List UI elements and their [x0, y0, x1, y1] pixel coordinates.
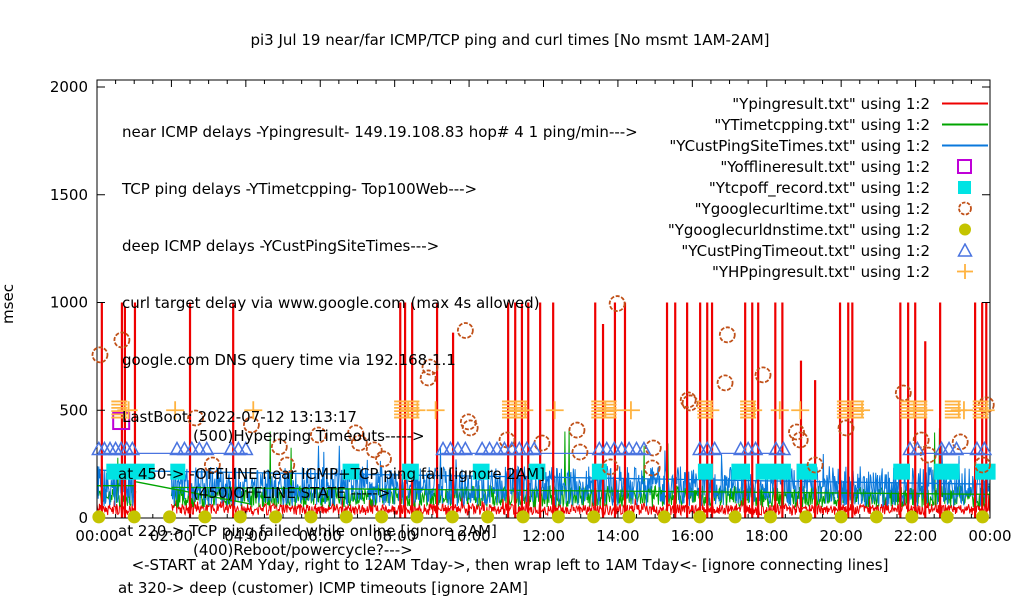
legend-marker-red-line-icon — [942, 102, 988, 105]
plot-annotations-levels: (500)Hyperping Timeouts-----> (450)OFFLI… — [193, 389, 425, 600]
legend-marker-blue-line-icon — [942, 144, 988, 147]
annotation-line: TCP ping delays -YTimetcpping- Top100Web… — [122, 180, 478, 198]
chart-title: pi3 Jul 19 near/far ICMP/TCP ping and cu… — [250, 31, 770, 49]
svg-text:08:00: 08:00 — [373, 527, 416, 545]
svg-text:12:00: 12:00 — [522, 527, 565, 545]
annotation-line: (400)Reboot/powercycle?---> — [193, 541, 413, 559]
legend-marker-plus-icon — [957, 264, 973, 279]
legend-label: "YCustPingSiteTimes.txt" using 1:2 — [669, 136, 930, 155]
svg-text:04:00: 04:00 — [224, 527, 267, 545]
annotation-line: (500)Hyperping Timeouts-----> — [193, 427, 425, 445]
svg-text:500: 500 — [59, 401, 88, 419]
plot-annotations-left: near ICMP delays -Ypingresult- 149.19.10… — [112, 85, 638, 600]
x-axis-caption: <-START at 2AM Yday, right to 12AM Tday-… — [131, 556, 889, 574]
annotation-line: deep ICMP delays -YCustPingSiteTimes---> — [122, 237, 440, 255]
legend-marker-filled-square-icon — [958, 181, 971, 194]
legend-label: "Ygooglecurldnstime.txt" using 1:2 — [667, 220, 930, 239]
svg-text:00:00: 00:00 — [75, 527, 118, 545]
legend-label: "Ygooglecurltime.txt" using 1:2 — [694, 199, 930, 218]
legend-marker-open-circle-icon — [958, 201, 972, 216]
svg-text:16:00: 16:00 — [671, 527, 714, 545]
annotation-line: at 320-> deep (customer) ICMP timeouts [… — [118, 579, 528, 597]
svg-text:1500: 1500 — [50, 186, 88, 204]
legend-label: "Ypingresult.txt" using 1:2 — [732, 94, 930, 113]
legend-item: "Ygooglecurldnstime.txt" using 1:2 — [668, 219, 990, 240]
annotation-line: google.com DNS query time via 192.168.1.… — [122, 351, 456, 369]
annotation-line: LastBoot: 2022-07-12 13:13:17 — [122, 408, 357, 426]
y-axis-label: msec — [0, 284, 17, 324]
legend-marker-open-square-icon — [957, 159, 972, 174]
legend-item: "YTimetcpping.txt" using 1:2 — [668, 114, 990, 135]
legend-item: "Ypingresult.txt" using 1:2 — [668, 93, 990, 114]
svg-text:2000: 2000 — [50, 78, 88, 96]
svg-text:00:00: 00:00 — [968, 527, 1011, 545]
svg-text:20:00: 20:00 — [820, 527, 863, 545]
legend-label: "YTimetcpping.txt" using 1:2 — [714, 115, 930, 134]
legend-label: "YCustPingTimeout.txt" using 1:2 — [681, 241, 930, 260]
legend-item: "Yofflineresult.txt" using 1:2 — [668, 156, 990, 177]
legend-item: "Ytcpoff_record.txt" using 1:2 — [668, 177, 990, 198]
svg-text:22:00: 22:00 — [894, 527, 937, 545]
legend-item: "Ygooglecurltime.txt" using 1:2 — [668, 198, 990, 219]
legend-label: "Ytcpoff_record.txt" using 1:2 — [708, 178, 930, 197]
annotation-line: (450)OFFLINE STATE -----> — [193, 484, 391, 502]
svg-text:10:00: 10:00 — [447, 527, 490, 545]
svg-text:1000: 1000 — [50, 294, 88, 312]
legend: "Ypingresult.txt" using 1:2 "YTimetcppin… — [668, 93, 990, 282]
legend-marker-open-triangle-icon — [957, 243, 973, 257]
legend-marker-filled-circle-icon — [959, 223, 971, 236]
annotation-line: near ICMP delays -Ypingresult- 149.19.10… — [122, 123, 638, 141]
annotation-line: curl target delay via www.google.com (ma… — [122, 294, 540, 312]
legend-item: "YCustPingSiteTimes.txt" using 1:2 — [668, 135, 990, 156]
svg-text:02:00: 02:00 — [150, 527, 193, 545]
annotation-line: at 220-> TCP ping failed while online [i… — [118, 522, 497, 540]
svg-text:06:00: 06:00 — [299, 527, 342, 545]
legend-label: "Yofflineresult.txt" using 1:2 — [720, 157, 930, 176]
annotation-line: at 450-> -OFFLINE near ICMP+TCP ping fai… — [118, 465, 545, 483]
svg-text:0: 0 — [78, 509, 88, 527]
legend-item: "YHPpingresult.txt" using 1:2 — [668, 261, 990, 282]
annotation-line: (320)Deep ICMP Timeouts ---> — [193, 598, 425, 600]
legend-label: "YHPpingresult.txt" using 1:2 — [711, 262, 930, 281]
svg-text:18:00: 18:00 — [745, 527, 788, 545]
legend-marker-green-line-icon — [942, 123, 988, 126]
svg-text:14:00: 14:00 — [596, 527, 639, 545]
legend-item: "YCustPingTimeout.txt" using 1:2 — [668, 240, 990, 261]
